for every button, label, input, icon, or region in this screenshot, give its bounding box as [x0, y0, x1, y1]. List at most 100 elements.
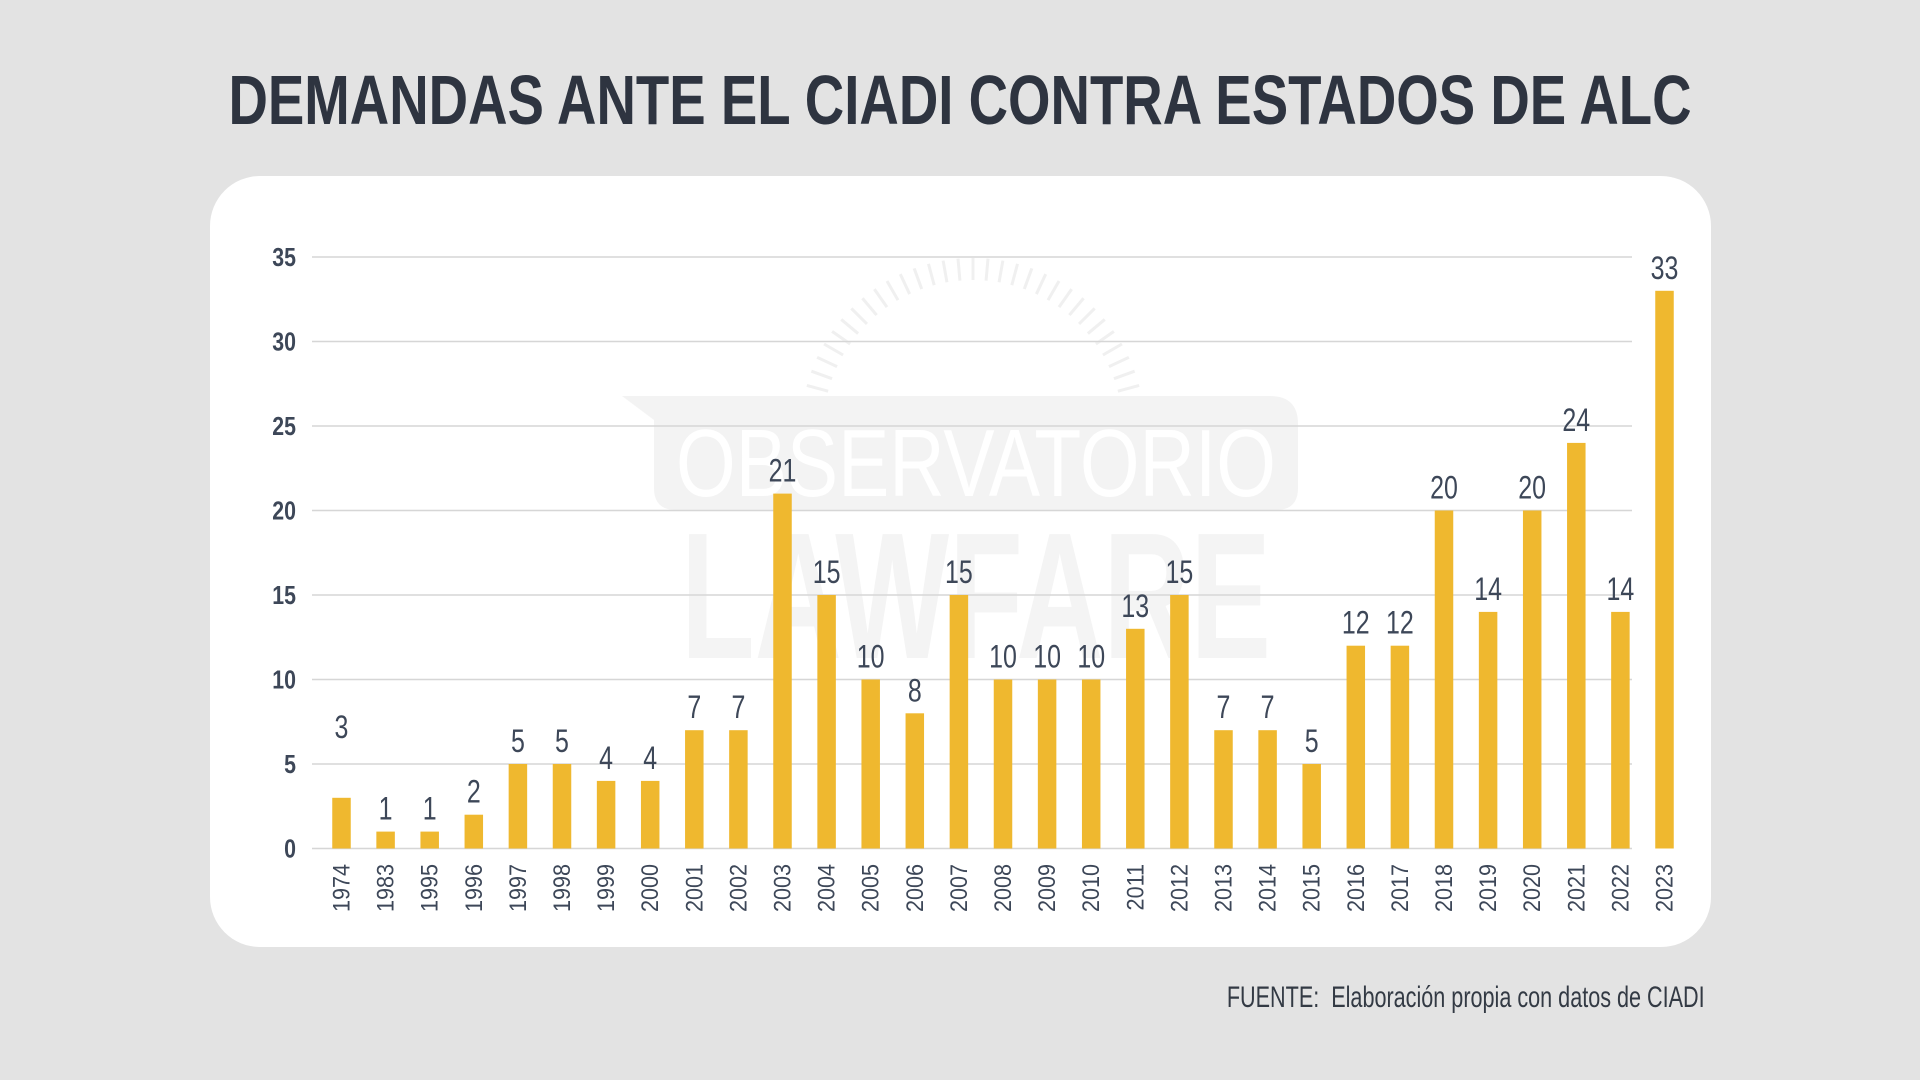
sunburst-ray [1046, 280, 1061, 301]
y-axis-ticks: 0 5 10 15 20 25 30 35 [272, 243, 296, 864]
x-tick-label: 1999 [592, 864, 619, 912]
sunburst-ray [873, 288, 889, 308]
bar [1170, 595, 1189, 849]
sunburst-ray [956, 258, 962, 281]
bar [1522, 510, 1542, 849]
bar [1434, 510, 1454, 849]
data-label: 5 [511, 724, 525, 760]
bar [817, 595, 836, 849]
data-label: 10 [857, 640, 885, 676]
sunburst-ray [850, 307, 868, 325]
data-label: 4 [643, 741, 657, 777]
data-label: 12 [1342, 606, 1370, 642]
bar [376, 831, 395, 849]
sunburst-ray [816, 355, 838, 368]
sunburst-ray [1010, 263, 1019, 286]
sunburst-ray [1078, 307, 1096, 325]
data-label: 21 [769, 454, 797, 490]
bar [420, 831, 439, 849]
x-tick-label: 2013 [1209, 864, 1236, 912]
data-label: 5 [555, 724, 569, 760]
x-tick-label: 2012 [1165, 864, 1192, 912]
data-label: 10 [1033, 640, 1061, 676]
x-tick-label: 2009 [1033, 864, 1060, 912]
bars [332, 290, 1674, 849]
y-tick-label: 20 [272, 497, 296, 527]
y-tick-label: 0 [284, 835, 296, 865]
x-tick-label: 2019 [1474, 864, 1501, 912]
sunburst-ray [912, 267, 924, 290]
x-tick-label: 1974 [327, 864, 354, 912]
data-label: 14 [1474, 572, 1502, 608]
gridlines [312, 256, 1632, 850]
bar [1258, 730, 1277, 849]
x-tick-label: 2023 [1650, 864, 1677, 912]
bar [552, 764, 572, 849]
sunburst-ray [810, 369, 833, 381]
data-label: 24 [1562, 403, 1590, 439]
x-tick-label: 2010 [1077, 864, 1104, 912]
bar [596, 780, 616, 849]
bar [729, 730, 748, 849]
sunburst-ray [927, 263, 936, 286]
sunburst-ray [861, 297, 878, 317]
bar [685, 730, 704, 849]
data-label: 3 [335, 710, 349, 746]
sunburst-ray [1117, 384, 1140, 393]
data-label: 7 [1261, 690, 1275, 726]
data-label: 10 [1077, 640, 1105, 676]
x-tick-label: 2021 [1562, 864, 1589, 912]
bar [1081, 679, 1101, 849]
data-label: 1 [379, 792, 393, 828]
bar [1390, 645, 1410, 849]
bar [464, 814, 484, 849]
bar [1478, 611, 1498, 849]
y-tick-label: 30 [272, 328, 296, 358]
bar [949, 595, 969, 849]
data-label: 15 [1166, 555, 1194, 591]
data-label: 5 [1305, 724, 1319, 760]
data-label: 10 [989, 640, 1017, 676]
sunburst-ray [1108, 355, 1130, 368]
x-tick-label: 2007 [945, 864, 972, 912]
data-label: 15 [945, 555, 973, 591]
x-tick-label: 2016 [1342, 864, 1369, 912]
x-tick-label: 2008 [989, 864, 1016, 912]
data-label: 13 [1121, 589, 1149, 625]
chart-title: DEMANDAS ANTE EL CIADI CONTRA ESTADOS DE… [228, 61, 1692, 139]
x-tick-label: 2002 [724, 864, 751, 912]
bar [1126, 628, 1145, 849]
x-tick-label: 2022 [1606, 864, 1633, 912]
sunburst-ray [898, 273, 911, 295]
x-tick-label: 1997 [504, 864, 531, 912]
sunburst-ray [1068, 297, 1085, 317]
x-tick-label: 2011 [1121, 864, 1148, 910]
x-tick-label: 2018 [1430, 864, 1457, 912]
bar [1611, 611, 1630, 849]
data-label: 20 [1518, 471, 1546, 507]
bar [861, 679, 880, 849]
bar [993, 679, 1013, 849]
data-label: 20 [1430, 471, 1458, 507]
data-label: 2 [467, 775, 481, 811]
bar [1655, 290, 1674, 849]
x-tick-label: 2000 [636, 864, 663, 912]
x-axis-ticks: 1974 1983 1995 1996 1997 1998 1999 2000 2001 2002… [327, 864, 1677, 912]
watermark-banner [622, 396, 1298, 510]
bar [640, 780, 660, 849]
sunburst-ray [806, 384, 829, 393]
bar [1037, 679, 1057, 849]
x-tick-label: 2003 [768, 864, 795, 912]
sunburst-ray [1057, 288, 1073, 308]
bar [1302, 764, 1321, 849]
sunburst-ray [1086, 318, 1106, 335]
bar [1567, 442, 1586, 849]
sunburst-ray [941, 260, 949, 283]
bar [773, 493, 792, 849]
sunburst-ray [1022, 267, 1034, 290]
data-label: 33 [1651, 251, 1679, 287]
data-label: 15 [813, 555, 841, 591]
y-tick-label: 15 [272, 581, 296, 611]
x-tick-label: 1996 [460, 864, 487, 912]
y-tick-label: 25 [272, 412, 296, 442]
